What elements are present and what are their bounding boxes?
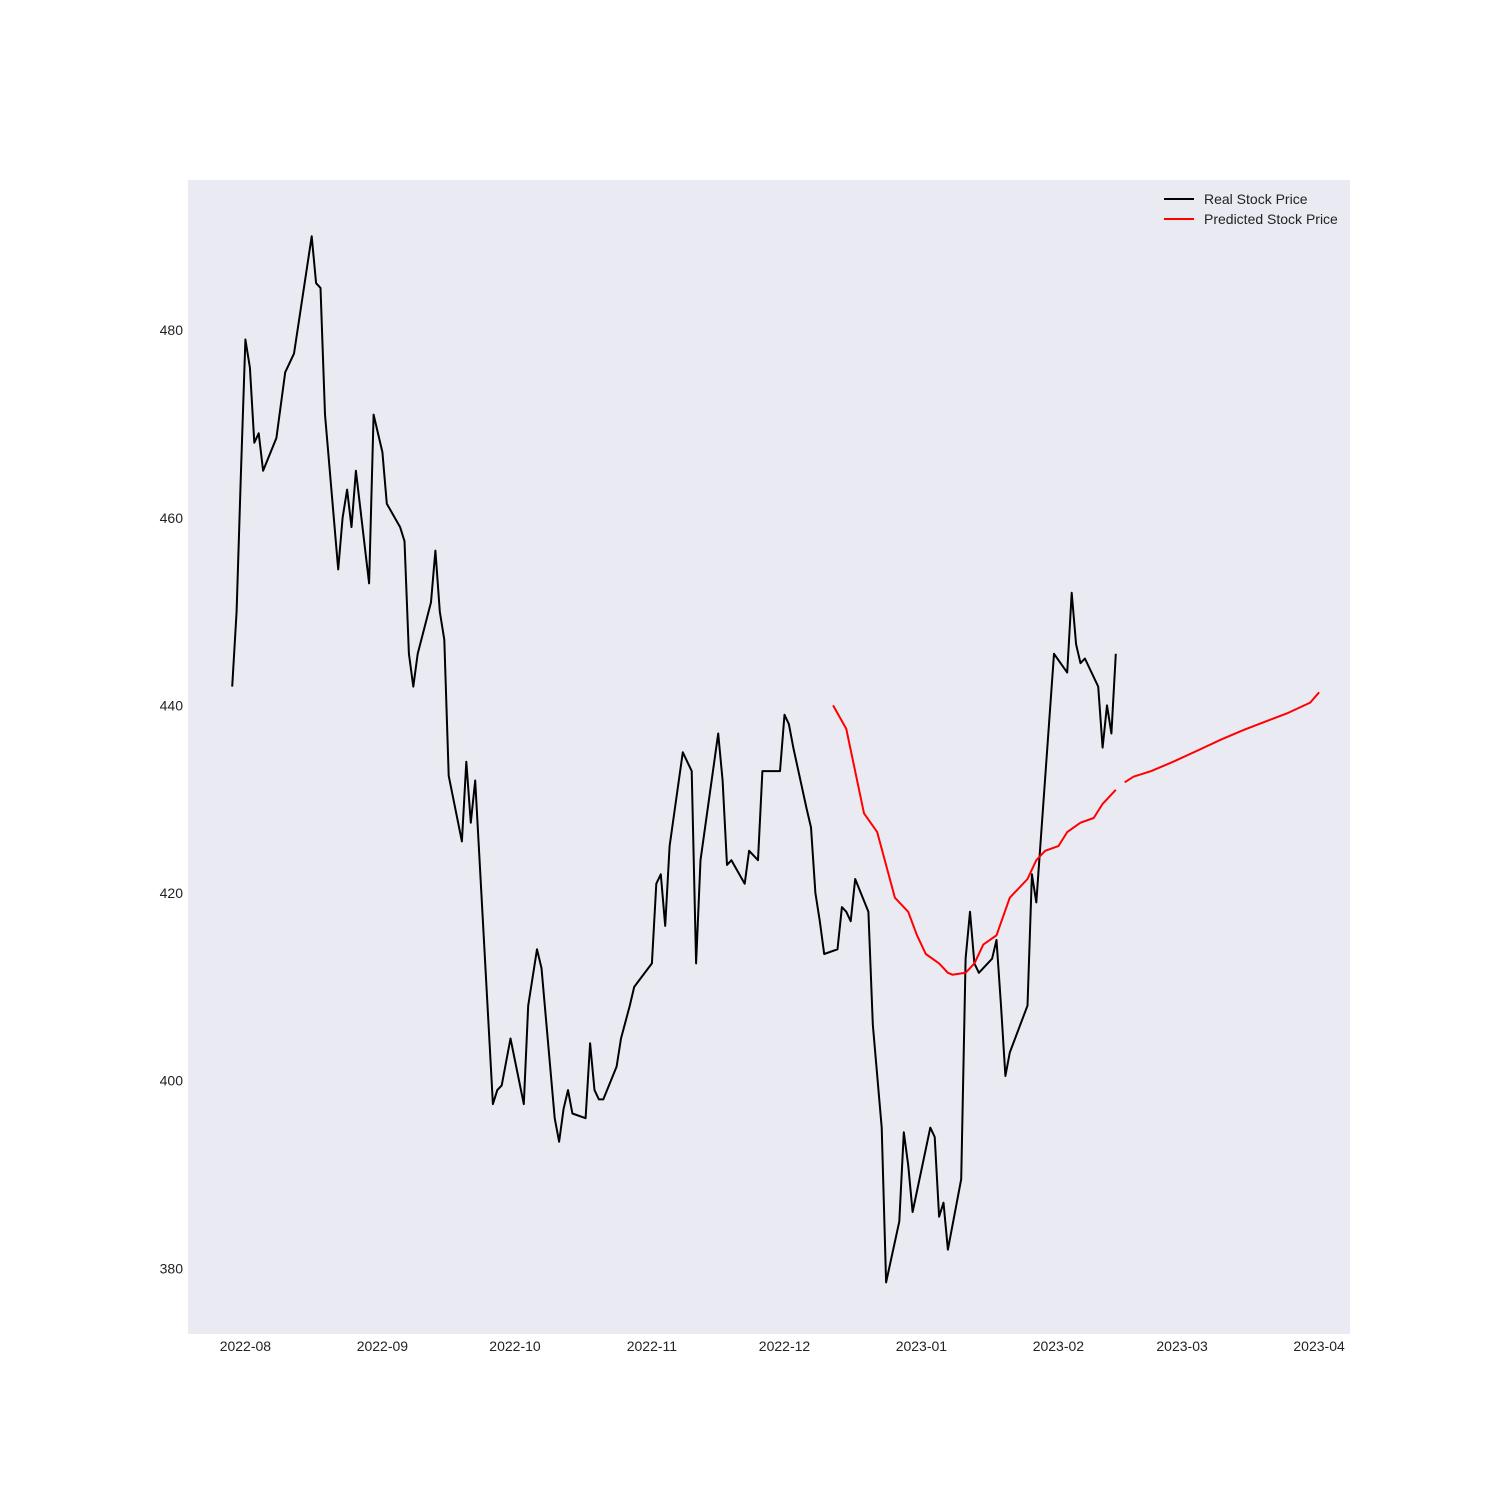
predicted-price-line-segment-0 [832, 704, 1117, 976]
legend-label-predicted: Predicted Stock Price [1204, 211, 1338, 227]
x-tick-label: 2023-04 [1293, 1338, 1345, 1354]
legend-label-real: Real Stock Price [1204, 191, 1308, 207]
x-tick-label: 2022-08 [220, 1338, 272, 1354]
x-tick-label: 2023-02 [1033, 1338, 1085, 1354]
legend: Real Stock Price Predicted Stock Price [1164, 191, 1338, 227]
plot-area [188, 180, 1350, 1334]
y-axis-tick-labels: 380 400 420 440 460 480 [160, 322, 184, 1276]
y-tick-label: 420 [160, 885, 184, 901]
predicted-price-line-segment-1 [1124, 691, 1320, 784]
y-tick-label: 380 [160, 1260, 184, 1276]
x-tick-label: 2022-11 [627, 1338, 678, 1354]
y-tick-label: 440 [160, 697, 184, 713]
y-tick-label: 460 [160, 510, 184, 526]
x-tick-label: 2022-12 [759, 1338, 811, 1354]
series-layer [231, 235, 1320, 1284]
real-price-line-segment-0 [231, 235, 1117, 1284]
x-tick-label: 2023-01 [896, 1338, 948, 1354]
x-tick-label: 2022-09 [357, 1338, 409, 1354]
y-tick-label: 480 [160, 322, 184, 338]
x-axis-tick-labels: 2022-08 2022-09 2022-10 2022-11 2022-12 2023-… [220, 1338, 1345, 1354]
x-tick-label: 2023-03 [1156, 1338, 1208, 1354]
y-tick-label: 400 [160, 1073, 184, 1089]
x-tick-label: 2022-10 [489, 1338, 541, 1354]
